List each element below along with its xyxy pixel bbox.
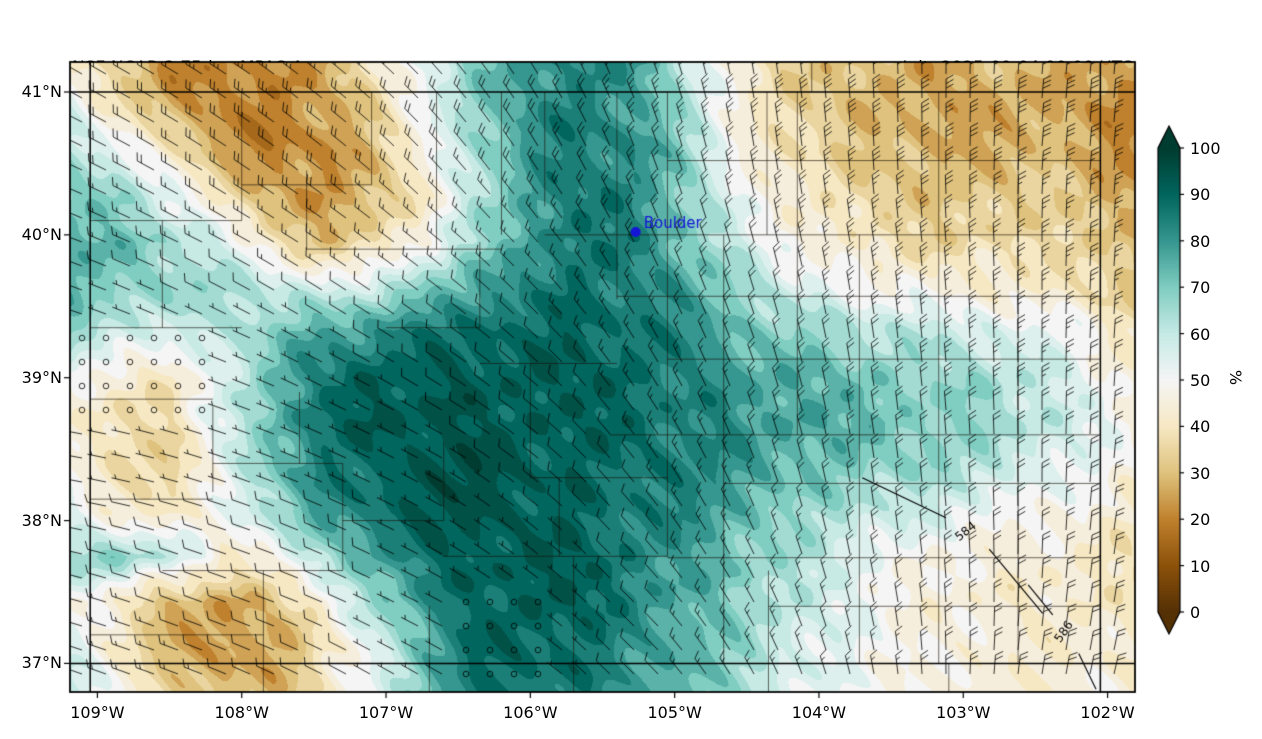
x-tick-label: 107°W xyxy=(358,703,414,722)
colorbar-tick-label: 80 xyxy=(1190,231,1211,251)
colorbar-unit-label: % xyxy=(1226,369,1246,386)
y-tick-label: 39°N xyxy=(21,367,62,387)
map-canvas xyxy=(58,56,1148,708)
x-tick-label: 105°W xyxy=(647,703,702,722)
colorbar-tick-label: 20 xyxy=(1190,510,1211,530)
colorbar-tick-label: 100 xyxy=(1190,139,1221,158)
x-tick-label: 103°W xyxy=(936,703,991,722)
y-tick-label: 40°N xyxy=(21,224,62,244)
y-tick-label: 37°N xyxy=(21,653,62,673)
y-tick-label: 41°N xyxy=(21,82,62,101)
colorbar-tick-label: 50 xyxy=(1190,371,1211,390)
colorbar-tick-label: 10 xyxy=(1190,556,1211,576)
x-tick-label: 108°W xyxy=(214,703,269,722)
x-tick-label: 102°W xyxy=(1080,703,1135,722)
x-tick-label: 106°W xyxy=(503,703,558,722)
colorbar-tick-label: 90 xyxy=(1190,185,1211,205)
x-tick-label: 104°W xyxy=(791,703,847,722)
colorbar-tick-label: 0 xyxy=(1190,603,1201,622)
y-tick-label: 38°N xyxy=(21,510,62,530)
colorbar-tick-label: 40 xyxy=(1190,417,1211,437)
colorbar-tick-label: 30 xyxy=(1190,463,1211,483)
colorbar-tick-label: 60 xyxy=(1190,324,1211,344)
colorbar xyxy=(1150,118,1196,648)
colorbar-tick-label: 70 xyxy=(1190,278,1211,298)
x-tick-label: 109°W xyxy=(70,703,125,722)
